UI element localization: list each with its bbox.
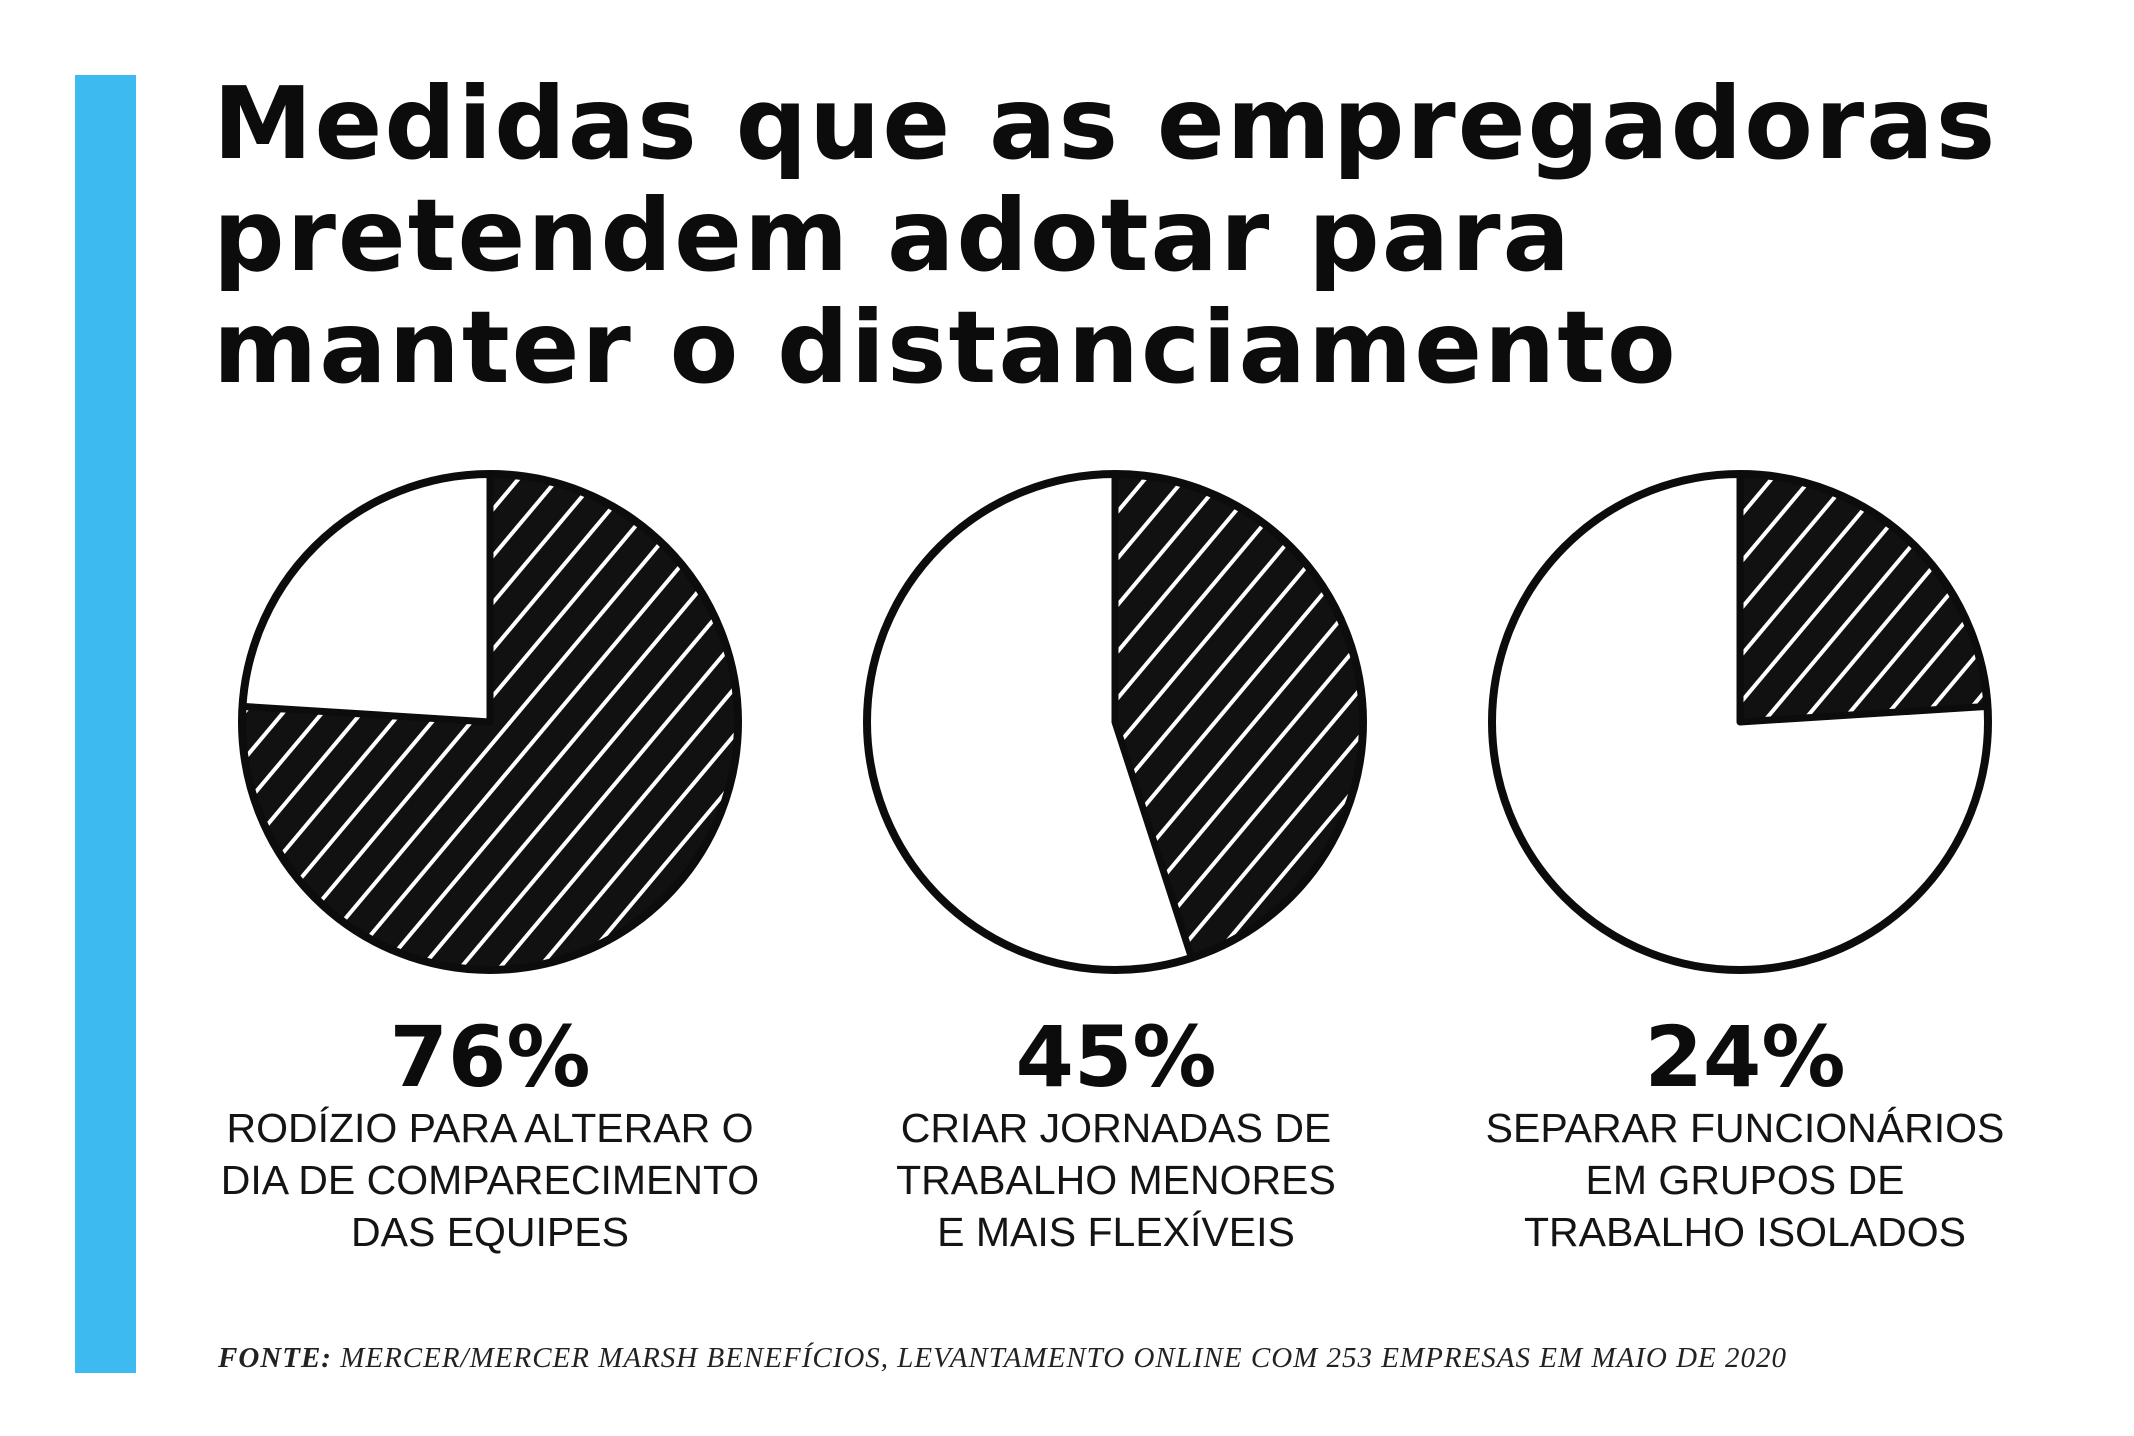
pie-1-outline [238,470,742,974]
pie-1-value-label: 76% [389,1008,591,1106]
title-line-2: pretendem adotar para [213,177,1572,294]
title-line-3: manter o distanciamento [213,289,1678,406]
source-note: FONTE: MERCER/MERCER MARSH BENEFÍCIOS, L… [218,1342,1787,1375]
pie-1 [238,470,742,974]
pie-2-desc-line-2: TRABALHO MENORES [896,1157,1336,1203]
accent-bar [75,75,136,1373]
title-line-1: Medidas que as empregadoras [213,65,1998,182]
source-text: MERCER/MERCER MARSH BENEFÍCIOS, LEVANTAM… [340,1342,1788,1374]
pie-2-outline [863,470,1367,974]
pie-2-desc-line-3: E MAIS FLEXÍVEIS [937,1209,1295,1255]
pie-2-description: CRIAR JORNADAS DE TRABALHO MENORES E MAI… [806,1102,1426,1258]
pie-2-value-label: 45% [1015,1008,1217,1106]
pie-1-desc-line-2: DIA DE COMPARECIMENTO [220,1157,760,1203]
pie-3-description: SEPARAR FUNCIONÁRIOS EM GRUPOS DE TRABAL… [1435,1102,2055,1258]
pie-1-description: RODÍZIO PARA ALTERAR O DIA DE COMPARECIM… [180,1102,800,1258]
pie-3-value-label: 24% [1644,1008,1846,1106]
pie-3-desc-line-3: TRABALHO ISOLADOS [1523,1209,1966,1255]
pie-3-outline [1488,470,1992,974]
pie-3-desc-line-1: SEPARAR FUNCIONÁRIOS [1485,1105,2005,1151]
chart-title: Medidas que as empregadoras pretendem ad… [213,68,1997,404]
pie-3 [1488,470,1992,974]
pie-2-desc-line-1: CRIAR JORNADAS DE [900,1105,1332,1151]
pie-1-desc-line-1: RODÍZIO PARA ALTERAR O [226,1105,754,1151]
source-label: FONTE: [218,1342,332,1374]
pie-1-desc-line-3: DAS EQUIPES [351,1209,629,1255]
pie-2 [863,470,1367,974]
pie-3-desc-line-2: EM GRUPOS DE [1585,1157,1905,1203]
